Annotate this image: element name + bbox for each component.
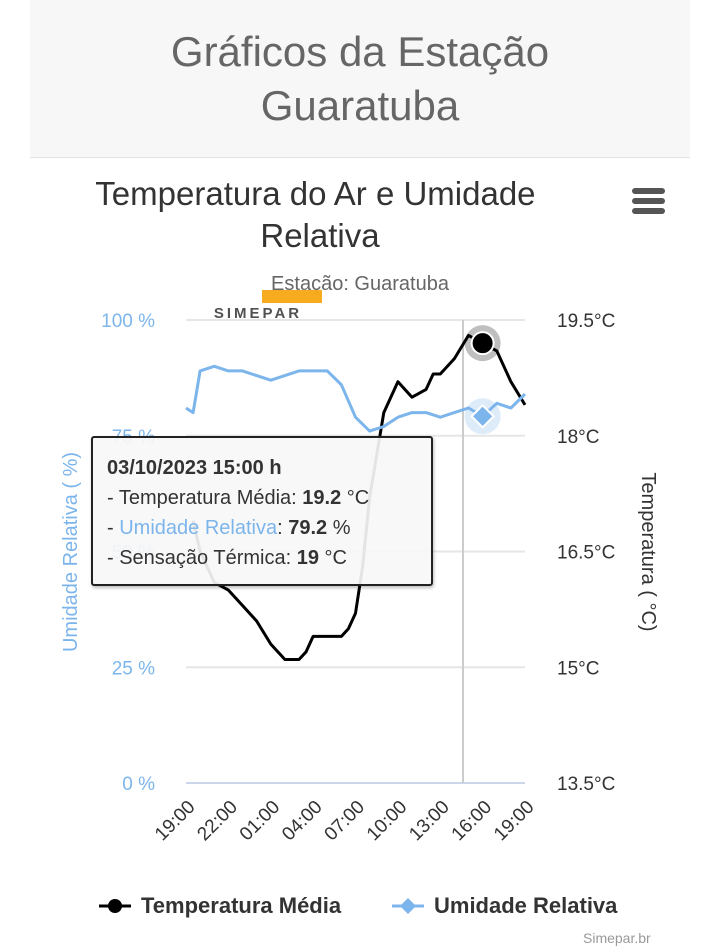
humidity-hover-point	[470, 403, 496, 429]
chart-subtitle: Estação: Guaratuba	[271, 273, 450, 295]
x-axis-tick-label: 19:00	[151, 797, 199, 845]
tooltip-date: 03/10/2023 15:00 h	[107, 457, 282, 479]
x-axis-tick-label: 01:00	[236, 797, 284, 845]
x-axis-tick-label: 13:00	[405, 797, 453, 845]
left-axis-tick-label: 25 %	[112, 658, 155, 679]
x-axis-tick-label: 10:00	[363, 797, 411, 845]
legend-item-temperature[interactable]: Temperatura Média	[97, 889, 341, 923]
legend-circle-marker-icon	[99, 899, 131, 913]
right-axis-tick-label: 15°C	[557, 658, 599, 679]
temperature-hover-point	[470, 331, 495, 356]
x-axis-ticks: 19:0022:0001:0004:0007:0010:0013:0016:00…	[151, 797, 538, 845]
chart-context-menu-button[interactable]	[628, 186, 668, 220]
hamburger-menu-icon-bar	[632, 198, 665, 204]
legend-label-humidity: Umidade Relativa	[434, 893, 618, 918]
chart-credits[interactable]: Simepar.br	[583, 930, 651, 946]
page-header: Gráficos da Estação Guaratuba	[30, 0, 690, 158]
tooltip-row-temperature: - Temperatura Média: 19.2 °C	[107, 487, 370, 509]
legend-label-temperature: Temperatura Média	[141, 893, 342, 918]
right-axis-tick-label: 19.5°C	[557, 311, 615, 332]
left-axis-tick-label: 0 %	[122, 774, 155, 795]
x-axis-tick-label: 22:00	[193, 797, 241, 845]
series-layer	[185, 333, 527, 661]
chart-tooltip: 03/10/2023 15:00 h - Temperatura Média: …	[91, 436, 433, 586]
right-axis-ticks: 19.5°C 18°C 16.5°C 15°C 13.5°C	[557, 311, 615, 795]
x-axis-tick-label: 16:00	[448, 797, 496, 845]
right-axis-label: Temperatura ( °C)	[637, 472, 659, 631]
right-axis-tick-label: 18°C	[557, 427, 599, 448]
humidity-series-line	[185, 364, 527, 433]
simepar-watermark-logo: SIMEPAR	[214, 290, 322, 322]
tooltip-row-feels-like: - Sensação Térmica: 19 °C	[107, 547, 347, 569]
svg-text:SIMEPAR: SIMEPAR	[214, 305, 302, 322]
chart-legend: Temperatura Média Umidade Relativa	[0, 889, 720, 923]
right-axis-tick-label: 13.5°C	[557, 774, 615, 795]
legend-diamond-marker-icon	[392, 898, 424, 914]
x-axis-tick-label: 04:00	[278, 797, 326, 845]
legend-item-humidity[interactable]: Umidade Relativa	[390, 889, 617, 923]
tooltip-row-humidity: - Umidade Relativa: 79.2 %	[107, 517, 351, 539]
temperature-series-line	[191, 333, 527, 661]
marker-layer	[464, 325, 501, 435]
hamburger-menu-icon-bar	[632, 188, 665, 194]
x-axis-tick-label: 19:00	[490, 797, 538, 845]
right-axis-tick-label: 16.5°C	[557, 543, 615, 564]
chart-title-line-1: Temperatura do Ar e Umidade	[95, 175, 535, 212]
x-axis-tick-label: 07:00	[321, 797, 369, 845]
chart-title-line-2: Relativa	[260, 217, 380, 254]
chart-title: Temperatura do Ar e Umidade Relativa	[95, 175, 544, 254]
page-title: Gráficos da Estação Guaratuba	[170, 27, 550, 129]
left-axis-tick-label: 100 %	[101, 311, 155, 332]
hamburger-menu-icon-bar	[632, 208, 665, 214]
left-axis-label: Umidade Relativa ( %)	[60, 452, 82, 652]
